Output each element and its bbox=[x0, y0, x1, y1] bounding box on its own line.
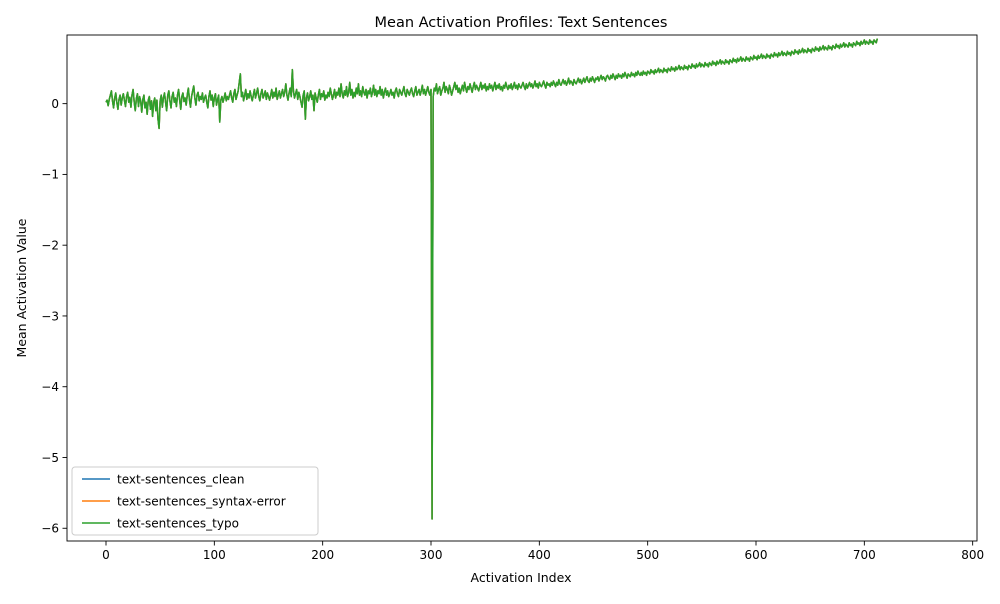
plot-area bbox=[66, 34, 978, 542]
y-axis-label: Mean Activation Value bbox=[14, 218, 29, 357]
y-tick-label: −3 bbox=[41, 309, 59, 323]
x-axis-label: Activation Index bbox=[471, 570, 572, 585]
y-axis-ticks: 0 −1 −2 −3 −4 −5 −6 bbox=[41, 97, 67, 536]
x-tick-label: 100 bbox=[203, 548, 226, 562]
y-tick-label: 0 bbox=[51, 97, 59, 111]
x-tick-label: 300 bbox=[420, 548, 443, 562]
legend-label: text-sentences_syntax-error bbox=[117, 494, 286, 508]
y-tick-label: −1 bbox=[41, 168, 59, 182]
x-tick-label: 800 bbox=[961, 548, 984, 562]
x-tick-label: 400 bbox=[528, 548, 551, 562]
y-tick-label: −5 bbox=[41, 451, 59, 465]
axes-frame bbox=[66, 34, 978, 542]
legend-box bbox=[71, 466, 319, 536]
legend: text-sentences_clean text-sentences_synta… bbox=[71, 466, 319, 536]
y-tick-label: −2 bbox=[41, 238, 59, 252]
y-tick-label: −6 bbox=[41, 522, 59, 536]
series-lines bbox=[105, 38, 879, 520]
x-tick-label: 0 bbox=[102, 548, 110, 562]
y-tick-label: −4 bbox=[41, 380, 59, 394]
x-tick-label: 200 bbox=[311, 548, 334, 562]
x-tick-label: 500 bbox=[636, 548, 659, 562]
x-axis-ticks: 0 100 200 300 400 500 600 700 800 bbox=[102, 541, 984, 562]
series-line-text-sentences_typo bbox=[105, 38, 879, 520]
x-tick-label: 700 bbox=[853, 548, 876, 562]
legend-label: text-sentences_typo bbox=[117, 516, 239, 530]
chart-title: Mean Activation Profiles: Text Sentences bbox=[375, 15, 668, 31]
x-tick-label: 600 bbox=[745, 548, 768, 562]
legend-label: text-sentences_clean bbox=[117, 472, 244, 486]
